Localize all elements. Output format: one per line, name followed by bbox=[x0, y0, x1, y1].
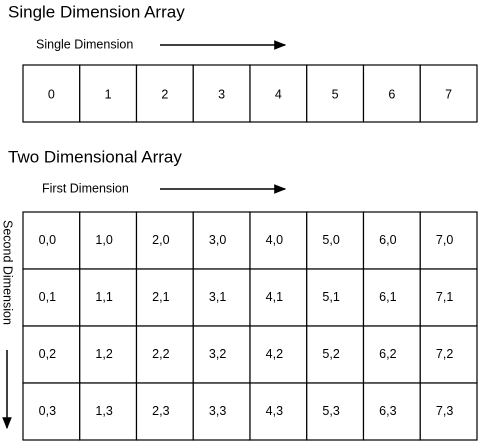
cell-text: 7 bbox=[445, 87, 452, 101]
cell-text: 4,0 bbox=[266, 233, 283, 247]
cell-text: 0,3 bbox=[39, 404, 56, 418]
cell bbox=[249, 382, 308, 441]
cell bbox=[135, 382, 194, 441]
cell bbox=[22, 382, 81, 441]
cell bbox=[306, 268, 365, 327]
cell-text: 1,0 bbox=[95, 233, 112, 247]
cell-text: 5,1 bbox=[322, 290, 339, 304]
cell bbox=[22, 268, 81, 327]
cell bbox=[135, 64, 194, 123]
cell-text: 1,3 bbox=[95, 404, 112, 418]
cell bbox=[249, 211, 308, 270]
cell bbox=[79, 211, 138, 270]
cell bbox=[79, 325, 138, 384]
cell-text: 0,0 bbox=[39, 233, 56, 247]
cell-text: 4,3 bbox=[266, 404, 283, 418]
axis-label: Second Dimension bbox=[1, 220, 15, 325]
cell bbox=[79, 64, 138, 123]
cell-text: 3 bbox=[218, 87, 225, 101]
cell-text: 5,3 bbox=[322, 404, 339, 418]
cell-text: 6,1 bbox=[379, 290, 396, 304]
cell bbox=[22, 211, 81, 270]
cell-text: 7,1 bbox=[436, 290, 453, 304]
cell-text: 1,1 bbox=[95, 290, 112, 304]
cell-text: 0 bbox=[48, 87, 55, 101]
cell bbox=[306, 382, 365, 441]
cell-text: 6,3 bbox=[379, 404, 396, 418]
axis-label: Single Dimension bbox=[36, 37, 133, 51]
cell-text: 3,1 bbox=[209, 290, 226, 304]
cell-text: 5,0 bbox=[322, 233, 339, 247]
cell bbox=[362, 211, 421, 270]
single-array: 0 1 2 3 4 5 6 7 bbox=[22, 64, 478, 123]
axis-label: First Dimension bbox=[42, 181, 129, 195]
cell-text: 5 bbox=[332, 87, 339, 101]
cell bbox=[79, 268, 138, 327]
cell bbox=[419, 268, 478, 327]
cell bbox=[419, 211, 478, 270]
cell-text: 2,0 bbox=[152, 233, 169, 247]
cell bbox=[306, 64, 365, 123]
cell bbox=[362, 268, 421, 327]
cell bbox=[419, 325, 478, 384]
cell bbox=[306, 325, 365, 384]
cell-text: 3,2 bbox=[209, 347, 226, 361]
cell bbox=[306, 211, 365, 270]
cell-text: 0,2 bbox=[39, 347, 56, 361]
cell-text: 7,3 bbox=[436, 404, 453, 418]
cell bbox=[249, 268, 308, 327]
cell-text: 6,2 bbox=[379, 347, 396, 361]
two-array: 0,0 1,0 2,0 3,0 4,0 5,0 6,0 7,0 0,1 1,1 2,1 3,1 4,1 5… bbox=[22, 211, 478, 441]
cell-text: 1 bbox=[105, 87, 112, 101]
cell-text: 4 bbox=[275, 87, 282, 101]
cell bbox=[419, 64, 478, 123]
cell-text: 2,1 bbox=[152, 290, 169, 304]
cell-text: 2,3 bbox=[152, 404, 169, 418]
cell-text: 6,0 bbox=[379, 233, 396, 247]
title: Single Dimension Array bbox=[8, 2, 185, 21]
cell bbox=[249, 325, 308, 384]
cell-text: 0,1 bbox=[39, 290, 56, 304]
cell-text: 1,2 bbox=[95, 347, 112, 361]
cell-text: 5,2 bbox=[322, 347, 339, 361]
cell bbox=[192, 211, 251, 270]
cell-text: 7,2 bbox=[436, 347, 453, 361]
cell bbox=[362, 325, 421, 384]
cell-text: 4,1 bbox=[266, 290, 283, 304]
title: Two Dimensional Array bbox=[8, 147, 182, 166]
cell-text: 7,0 bbox=[436, 233, 453, 247]
cell-text: 4,2 bbox=[266, 347, 283, 361]
cell bbox=[135, 268, 194, 327]
cell-text: 3,3 bbox=[209, 404, 226, 418]
cell-text: 6 bbox=[388, 87, 395, 101]
cell bbox=[362, 382, 421, 441]
cell bbox=[419, 382, 478, 441]
cell-text: 2,2 bbox=[152, 347, 169, 361]
cell bbox=[22, 325, 81, 384]
cell-text: 3,0 bbox=[209, 233, 226, 247]
cell-text: 2 bbox=[161, 87, 168, 101]
